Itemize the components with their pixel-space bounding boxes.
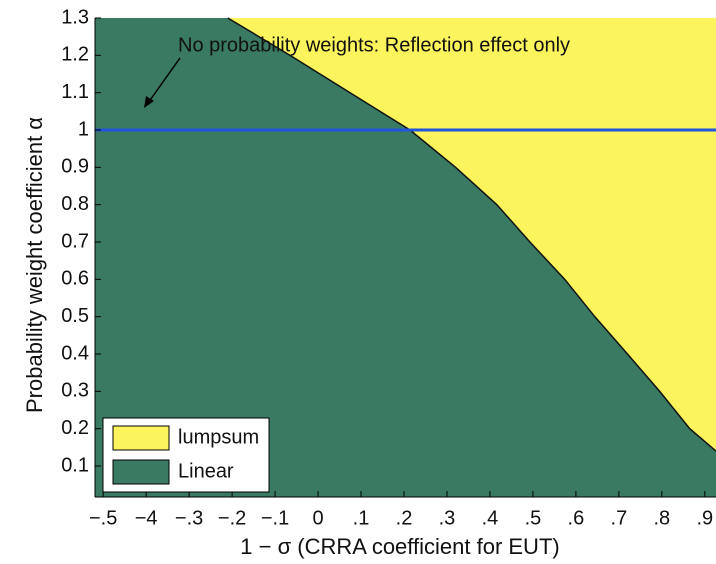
x-tick-label: .6 [568, 507, 585, 529]
legend-swatch [112, 459, 170, 485]
y-tick-label: 0.8 [61, 193, 89, 215]
x-tick-label: .9 [696, 507, 713, 529]
y-tick-label: 1.1 [61, 81, 89, 103]
boundary-line [227, 17, 716, 452]
y-tick-label: 0.7 [61, 230, 89, 252]
x-tick-label: .5 [525, 507, 542, 529]
annotation-arrow [147, 57, 181, 104]
y-tick-label: 0.9 [61, 156, 89, 178]
x-tick-label: −.5 [89, 507, 117, 529]
y-tick-label: 1.2 [61, 44, 89, 66]
y-tick-label: 0.5 [61, 305, 89, 327]
x-tick-label: −.1 [261, 507, 289, 529]
legend-swatch [112, 425, 170, 451]
x-tick-label: −.3 [175, 507, 203, 529]
region [95, 18, 716, 497]
y-tick-label: 0.2 [61, 417, 89, 439]
y-tick-label: 1 [78, 118, 89, 140]
y-axis-label: Probability weight coefficient α [22, 117, 47, 413]
x-axis-label: 1 − σ (CRRA coefficient for EUT) [240, 534, 559, 559]
x-tick-label: 0 [312, 507, 323, 529]
y-tick-label: 1.3 [61, 6, 89, 28]
y-tick-label: 0.4 [61, 342, 89, 364]
y-tick-label: 0.3 [61, 380, 89, 402]
x-tick-label: .4 [482, 507, 499, 529]
x-tick-label: .1 [353, 507, 370, 529]
x-tick-label: .2 [396, 507, 413, 529]
x-tick-label: .3 [439, 507, 456, 529]
x-tick-label: .8 [654, 507, 671, 529]
x-tick-label: −.2 [218, 507, 246, 529]
y-tick-label: 0.1 [61, 454, 89, 476]
legend-label: Linear [178, 460, 234, 482]
arrow-head [144, 96, 154, 108]
region [227, 18, 716, 497]
x-tick-label: −4 [135, 507, 158, 529]
legend-label: lumpsum [178, 426, 259, 448]
x-tick-label: .7 [611, 507, 628, 529]
y-tick-label: 0.6 [61, 268, 89, 290]
annotation: No probability weights: Reflection effec… [178, 34, 570, 56]
